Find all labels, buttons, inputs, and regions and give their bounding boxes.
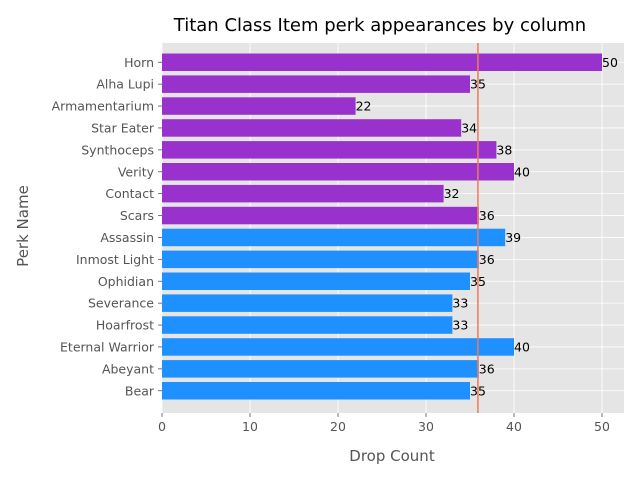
bar-value-label: 50: [602, 55, 618, 70]
y-tick-label: Contact: [105, 186, 154, 201]
bar: [162, 338, 514, 356]
bar: [162, 316, 453, 334]
x-tick-label: 30: [418, 419, 434, 434]
y-tick-label: Scars: [120, 208, 154, 223]
y-tick-label: Armamentarium: [52, 99, 154, 114]
bar: [162, 163, 514, 181]
bar-value-label: 36: [479, 252, 495, 267]
y-tick-label: Abeyant: [102, 361, 154, 376]
y-tick-label: Star Eater: [91, 120, 155, 135]
bar-value-label: 33: [452, 296, 468, 311]
x-tick-label: 50: [594, 419, 610, 434]
x-tick-label: 40: [506, 419, 522, 434]
bar-value-label: 40: [514, 339, 530, 354]
chart-title: Titan Class Item perk appearances by col…: [173, 15, 586, 36]
x-axis-ticks: 0 10 20 30 40 50: [158, 413, 610, 434]
bar: [162, 141, 497, 159]
bars: [162, 53, 602, 400]
bar: [162, 250, 479, 269]
x-axis-label: Drop Count: [349, 447, 435, 465]
bar: [162, 75, 470, 93]
y-tick-label: Hoarfrost: [96, 318, 154, 333]
y-axis-label: Perk Name: [14, 185, 32, 267]
y-tick-label: Horn: [124, 55, 154, 70]
bar-value-label: 38: [496, 142, 512, 157]
bar-value-label: 36: [479, 208, 495, 223]
bar: [162, 382, 470, 400]
bar: [162, 206, 479, 225]
y-tick-label: Verity: [118, 164, 155, 179]
y-tick-label: Ophidian: [98, 274, 154, 289]
x-tick-label: 10: [242, 419, 258, 434]
x-tick-label: 20: [330, 419, 346, 434]
y-axis-ticks: Horn Alha Lupi Armamentarium Star Eater Synt…: [52, 55, 162, 398]
bar: [162, 119, 462, 137]
bar-value-label: 32: [444, 186, 460, 201]
bar-value-label: 34: [461, 120, 477, 135]
bar-value-label: 40: [514, 164, 530, 179]
bar: [162, 294, 453, 312]
y-tick-label: Alha Lupi: [96, 77, 154, 92]
bar: [162, 272, 470, 290]
y-tick-label: Assassin: [100, 230, 154, 245]
y-tick-label: Inmost Light: [76, 252, 154, 267]
x-tick-label: 0: [158, 419, 166, 434]
bar-value-label: 39: [505, 230, 521, 245]
bar: [162, 97, 356, 115]
bar: [162, 360, 479, 378]
bar: [162, 53, 602, 71]
bar: [162, 228, 506, 247]
y-tick-label: Bear: [125, 383, 155, 398]
bar-value-label: 33: [452, 318, 468, 333]
bar: [162, 184, 444, 203]
y-tick-label: Severance: [88, 296, 154, 311]
y-tick-label: Synthoceps: [81, 142, 154, 157]
y-tick-label: Eternal Warrior: [60, 339, 155, 354]
bar-value-label: 22: [356, 99, 372, 114]
bar-value-label: 36: [479, 361, 495, 376]
